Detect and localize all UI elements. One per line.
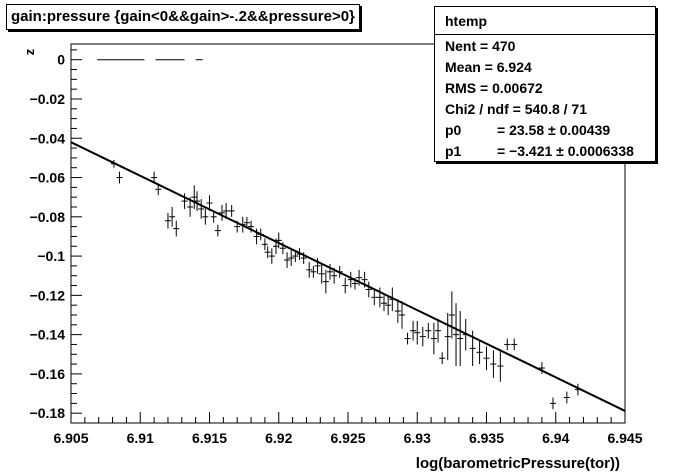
x-axis-label: log(barometricPressure(tor)) — [416, 455, 620, 472]
y-tick-label: −0.1 — [37, 248, 65, 264]
data-point — [457, 311, 464, 367]
data-point — [497, 350, 504, 382]
y-tick-label: −0.18 — [30, 405, 66, 421]
data-points — [110, 159, 581, 410]
data-point — [223, 203, 230, 219]
data-point — [191, 185, 198, 209]
data-point — [326, 263, 333, 280]
y-axis-label: z — [22, 48, 37, 55]
data-point — [268, 248, 275, 264]
stats-row-label: p1 — [445, 143, 462, 159]
data-point — [318, 263, 325, 284]
stats-divider — [435, 34, 655, 35]
stats-row-value: = 23.58 ± 0.00439 — [497, 122, 611, 138]
data-point — [275, 232, 282, 249]
stats-row-label: RMS = 0.00672 — [445, 80, 543, 96]
stats-row-label: Mean = 6.924 — [445, 59, 532, 75]
stats-row-value: = −3.421 ± 0.0006338 — [497, 143, 634, 159]
data-point — [376, 287, 383, 308]
data-point — [419, 326, 426, 347]
data-point — [198, 199, 205, 219]
x-tick-label: 6.935 — [469, 430, 504, 446]
data-point — [549, 397, 556, 410]
data-point — [210, 210, 217, 223]
data-point — [476, 340, 483, 365]
data-point — [228, 205, 235, 217]
data-point — [342, 277, 349, 294]
data-point — [306, 261, 313, 278]
data-point — [173, 220, 180, 237]
stats-box: htemp Nent = 470 Mean = 6.924 RMS = 0.0067… — [434, 6, 656, 162]
x-tick-label: 6.945 — [607, 430, 642, 446]
chart-title: gain:pressure {gain<0&&gain>-.2&&pressur… — [6, 4, 360, 30]
data-point — [385, 295, 392, 315]
data-point — [365, 281, 372, 298]
y-tick-label: −0.14 — [30, 327, 66, 343]
data-point — [218, 205, 225, 221]
data-point — [448, 291, 455, 339]
data-point — [399, 301, 406, 329]
data-point — [439, 352, 446, 365]
data-point — [261, 238, 268, 251]
data-point — [511, 338, 518, 351]
data-point — [483, 346, 490, 370]
data-point — [264, 246, 271, 259]
stats-row-label: Chi2 / ndf = 540.8 / 71 — [445, 101, 588, 117]
data-point — [322, 269, 329, 294]
y-tick-label: −0.16 — [30, 366, 66, 382]
x-tick-label: 6.93 — [404, 430, 431, 446]
data-point — [504, 338, 511, 351]
data-point — [164, 212, 171, 229]
y-tick-label: −0.06 — [30, 170, 66, 186]
data-point — [284, 252, 291, 268]
fit-line — [70, 141, 626, 412]
stats-name: htemp — [445, 13, 487, 29]
x-tick-label: 6.925 — [330, 430, 365, 446]
y-tick-label: −0.12 — [30, 287, 66, 303]
data-point — [563, 391, 570, 404]
data-point — [181, 193, 188, 209]
x-tick-label: 6.91 — [127, 430, 154, 446]
data-point — [538, 362, 545, 374]
data-point — [490, 350, 497, 378]
y-tick-label: 0 — [57, 52, 65, 68]
data-point — [194, 191, 201, 211]
data-point — [453, 303, 460, 367]
axis-ticks: 6.905 6.91 6.915 6.92 6.925 6.93 6.935 6.94 6.94… — [30, 49, 643, 446]
data-point — [394, 299, 401, 323]
x-tick-label: 6.905 — [53, 430, 88, 446]
x-tick-label: 6.915 — [192, 430, 227, 446]
data-point — [169, 206, 176, 227]
stats-row-label: p0 — [445, 122, 462, 138]
fit-line-group — [70, 141, 626, 412]
data-point — [414, 320, 421, 345]
data-point — [214, 224, 221, 237]
y-tick-label: −0.04 — [30, 130, 66, 146]
data-point — [202, 208, 209, 225]
data-point — [310, 265, 317, 278]
data-point — [430, 322, 437, 355]
data-point — [404, 332, 411, 345]
y-tick-label: −0.02 — [30, 91, 66, 107]
data-point — [381, 295, 388, 312]
data-point — [444, 313, 451, 361]
stats-row-label: Nent = 470 — [445, 38, 516, 54]
x-tick-label: 6.92 — [265, 430, 292, 446]
data-point — [371, 289, 378, 306]
data-point — [435, 318, 442, 343]
data-point — [288, 250, 295, 266]
data-point — [116, 171, 123, 184]
y-tick-label: −0.08 — [30, 209, 66, 225]
data-point — [292, 250, 299, 262]
x-tick-label: 6.94 — [542, 430, 569, 446]
data-point — [410, 320, 417, 341]
data-point — [425, 322, 432, 339]
